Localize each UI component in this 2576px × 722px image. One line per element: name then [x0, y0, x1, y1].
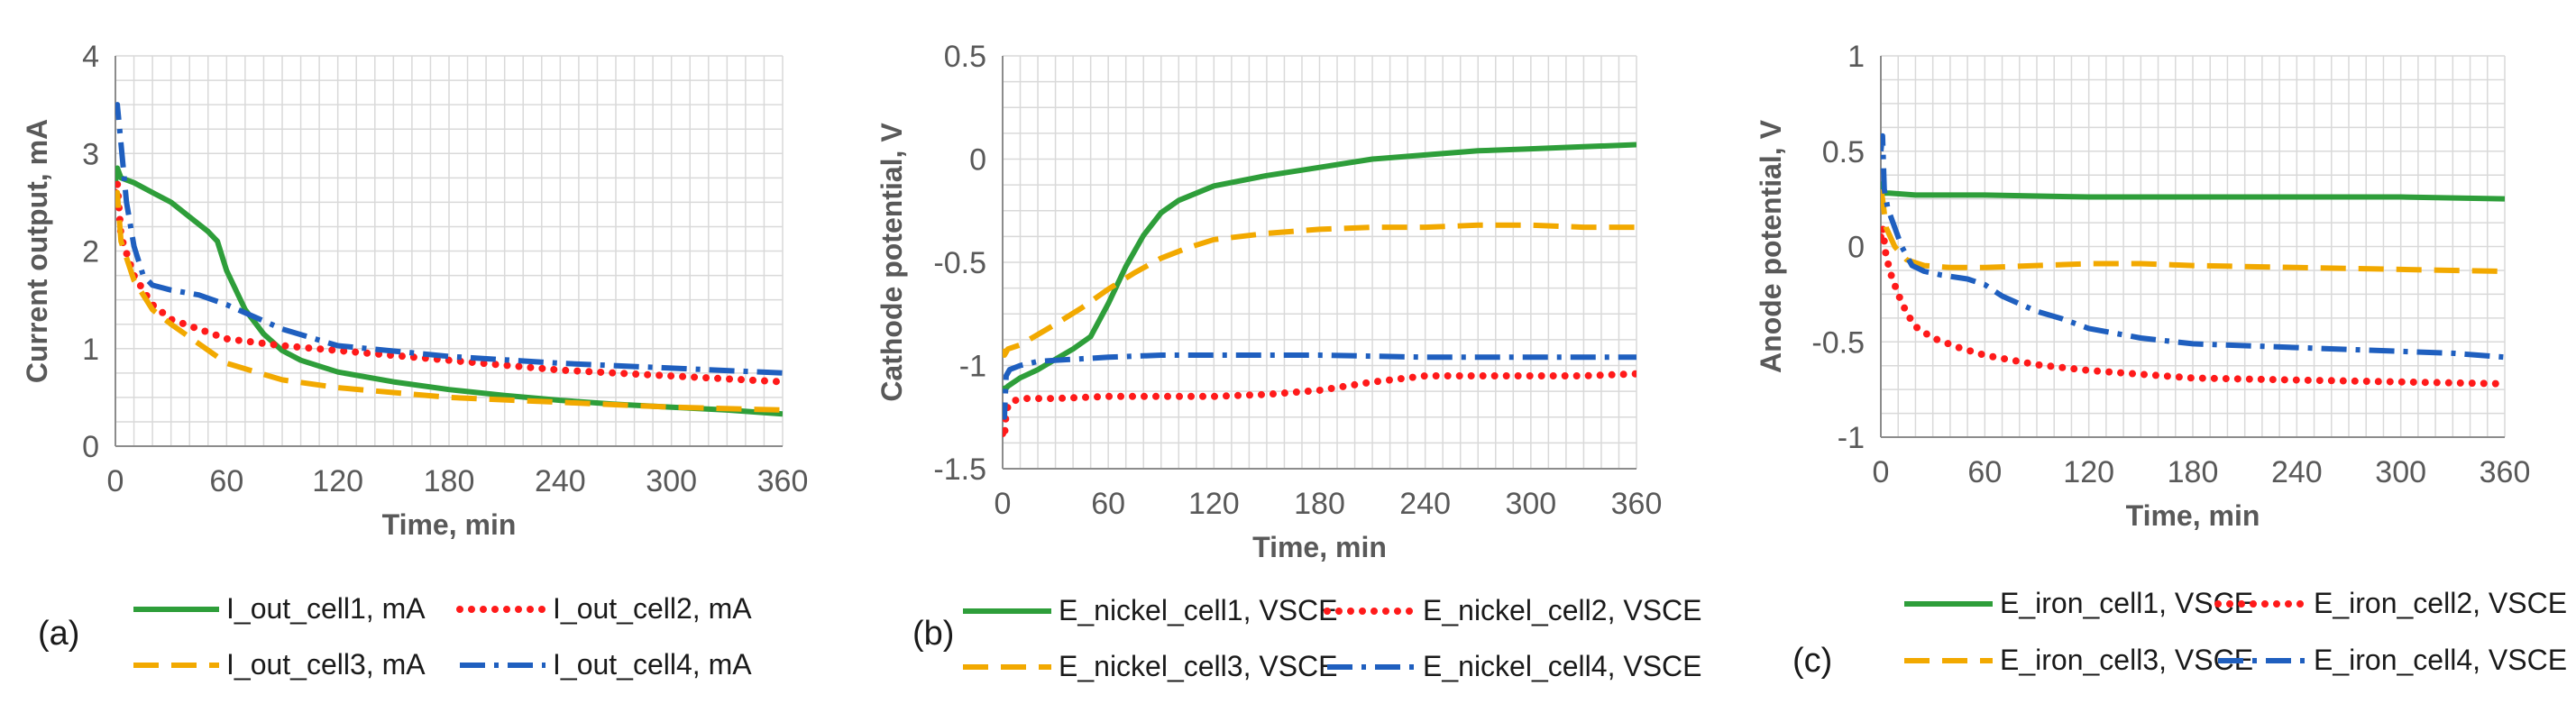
x-tick-label: 240 — [1399, 487, 1451, 521]
series-group — [115, 102, 783, 417]
panel-label: (a) — [38, 615, 79, 653]
x-tick-label: 120 — [1188, 487, 1240, 521]
y-tick-label: -1.5 — [933, 452, 986, 487]
x-tick-label: 360 — [2480, 455, 2531, 489]
x-tick-label: 120 — [2063, 455, 2114, 489]
y-tick-label: 0.5 — [1822, 135, 1865, 169]
x-tick-label: 0 — [995, 487, 1012, 521]
legend-label-cell1: E_nickel_cell1, VSCE — [1059, 594, 1337, 626]
series-group — [1003, 142, 1636, 442]
legend-label-cell2: E_iron_cell2, VSCE — [2314, 587, 2567, 619]
y-tick-label: -0.5 — [1811, 325, 1865, 360]
y-tick-label: 4 — [82, 40, 99, 74]
series-line-cell3 — [1881, 188, 2505, 274]
legend-label-cell1: I_out_cell1, mA — [226, 592, 426, 625]
x-tick-label: 0 — [1873, 455, 1890, 489]
x-tick-label: 300 — [646, 464, 697, 498]
y-tick-label: 3 — [82, 137, 99, 171]
x-axis-title: Time, min — [2126, 499, 2260, 532]
x-tick-label: 120 — [312, 464, 363, 498]
legend-label-cell2: E_nickel_cell2, VSCE — [1423, 594, 1701, 626]
panel-label: (c) — [1792, 642, 1832, 680]
legend-label-cell2: I_out_cell2, mA — [553, 592, 752, 625]
legend-label-cell3: E_nickel_cell3, VSCE — [1059, 650, 1337, 682]
y-tick-label: 0 — [1847, 231, 1865, 265]
x-tick-label: 180 — [2168, 455, 2219, 489]
series-line-cell4 — [1881, 133, 2505, 361]
x-tick-label: 240 — [535, 464, 586, 498]
x-axis-title: Time, min — [382, 508, 517, 541]
legend: E_iron_cell1, VSCE E_iron_cell2, VSCE E_ir… — [1904, 587, 2567, 676]
y-tick-label: 1 — [82, 333, 99, 367]
x-tick-label: 60 — [1091, 487, 1125, 521]
x-tick-label: 180 — [424, 464, 475, 498]
chart-panel-2: 0 60 120 180 240 300 360 -1.5 -1 -0.5 0 0.5 Time, mi… — [875, 40, 1701, 682]
series-line-cell1 — [1003, 142, 1636, 393]
x-tick-label: 60 — [209, 464, 243, 498]
grid — [1002, 55, 1637, 470]
y-tick-label: -1 — [1838, 421, 1865, 455]
y-tick-label: 2 — [82, 235, 99, 270]
x-tick-label: 300 — [1505, 487, 1556, 521]
series-line-cell2 — [1003, 370, 1636, 442]
y-tick-label: 0 — [969, 143, 986, 178]
legend: I_out_cell1, mA I_out_cell2, mA I_out_cell… — [133, 592, 752, 681]
y-tick-label: 0 — [82, 430, 99, 464]
x-tick-label: 0 — [107, 464, 124, 498]
series-line-cell3 — [1003, 222, 1636, 358]
series-group — [1881, 133, 2505, 388]
y-axis-title: Anode potential, V — [1755, 119, 1787, 373]
legend-label-cell3: I_out_cell3, mA — [226, 648, 426, 681]
x-tick-label: 180 — [1294, 487, 1345, 521]
legend-label-cell1: E_iron_cell1, VSCE — [2000, 587, 2253, 619]
series-line-cell2 — [1881, 224, 2505, 388]
chart-panel-3: 0 60 120 180 240 300 360 -1 -0.5 0 0.5 1 Time, min An… — [1755, 40, 2567, 680]
x-tick-label: 360 — [1611, 487, 1663, 521]
y-tick-label: 1 — [1847, 40, 1865, 74]
x-axis-title: Time, min — [1252, 531, 1387, 563]
legend-label-cell4: E_nickel_cell4, VSCE — [1423, 650, 1701, 682]
legend-label-cell4: I_out_cell4, mA — [553, 648, 752, 681]
y-tick-label: -0.5 — [933, 246, 986, 280]
y-tick-label: 0.5 — [944, 40, 986, 74]
series-line-cell4 — [1003, 352, 1636, 420]
y-tick-label: -1 — [959, 350, 986, 384]
y-axis-title: Cathode potential, V — [875, 123, 908, 402]
legend-label-cell3: E_iron_cell3, VSCE — [2000, 644, 2253, 676]
series-line-cell3 — [115, 189, 783, 413]
y-axis-title: Current output, mA — [21, 119, 53, 383]
panel-label: (b) — [912, 615, 954, 653]
x-tick-label: 240 — [2271, 455, 2323, 489]
chart-panel-1: 0 60 120 180 240 300 360 0 1 2 3 4 Time, min Current … — [21, 40, 808, 681]
x-tick-label: 60 — [1967, 455, 2002, 489]
legend: E_nickel_cell1, VSCE E_nickel_cell2, VSCE… — [963, 594, 1701, 682]
legend-label-cell4: E_iron_cell4, VSCE — [2314, 644, 2567, 676]
x-tick-label: 300 — [2375, 455, 2426, 489]
x-tick-label: 360 — [757, 464, 809, 498]
